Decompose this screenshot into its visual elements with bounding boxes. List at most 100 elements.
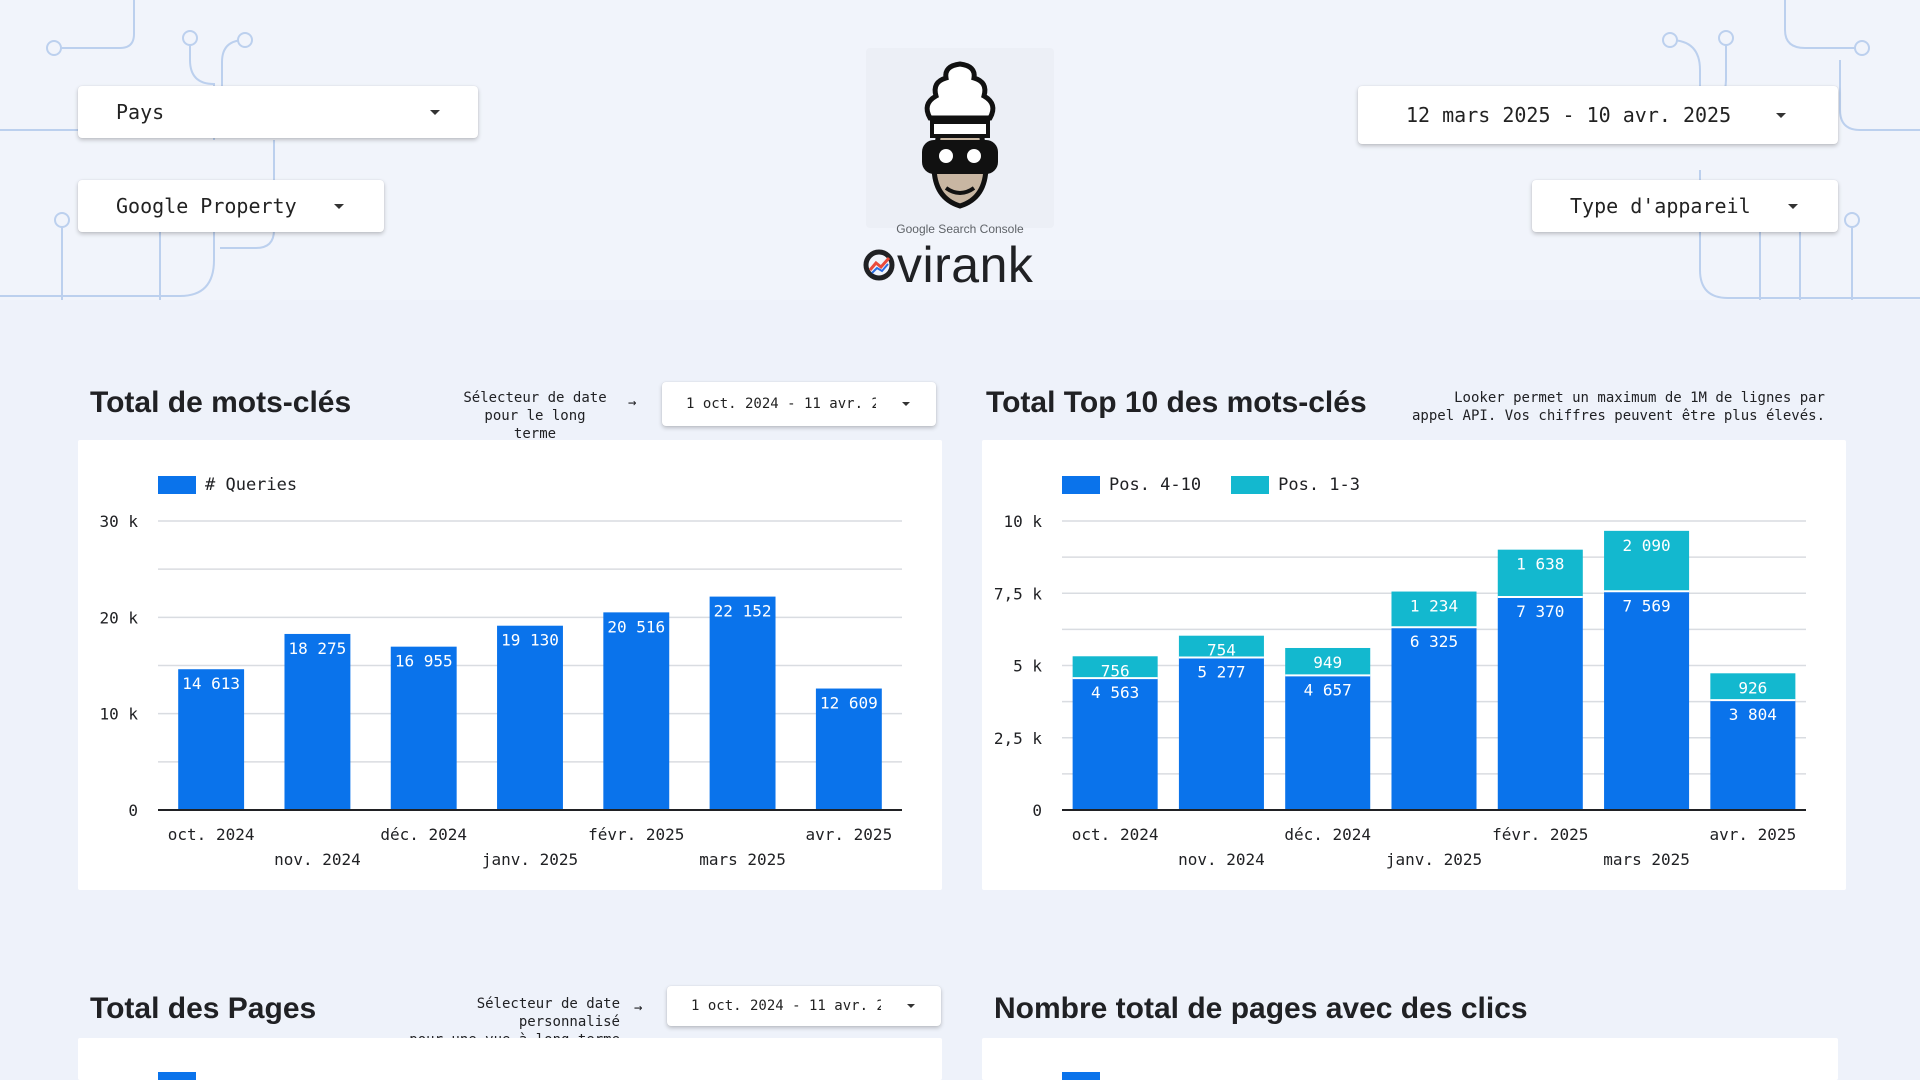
bar[interactable] bbox=[1604, 530, 1690, 592]
bar-value-label: 6 325 bbox=[1410, 632, 1458, 651]
legend-item-pos-1-3[interactable]: Pos. 1-3 bbox=[1231, 475, 1360, 495]
bar[interactable] bbox=[390, 646, 457, 810]
device-type-label: Type d'appareil bbox=[1570, 194, 1751, 218]
chevron-down-icon bbox=[334, 204, 344, 209]
pages-clicks-section-title: Nombre total de pages avec des clics bbox=[994, 992, 1528, 1025]
bar-value-label: 4 657 bbox=[1304, 680, 1352, 699]
x-tick-label: oct. 2024 bbox=[1072, 825, 1159, 844]
brand-logo: virank bbox=[862, 236, 1033, 294]
device-type-dropdown[interactable]: Type d'appareil bbox=[1532, 180, 1838, 232]
country-filter-dropdown[interactable]: Pays bbox=[78, 86, 478, 138]
bar-value-label: 926 bbox=[1738, 678, 1767, 697]
bar-value-label: 12 609 bbox=[820, 694, 878, 713]
bar[interactable] bbox=[709, 596, 776, 810]
top10-chart-legend: Pos. 4-10 Pos. 1-3 bbox=[1062, 475, 1390, 495]
chevron-down-icon bbox=[902, 402, 910, 406]
bar[interactable] bbox=[1391, 627, 1477, 810]
keywords-bar-chart: 0 10 k 20 k 30 k 14 613 oct. 2024 18 275 nov. 2… bbox=[99, 512, 902, 869]
date-range-label: 12 mars 2025 - 10 avr. 2025 bbox=[1406, 103, 1732, 127]
legend-swatch bbox=[1231, 476, 1270, 494]
legend-swatch bbox=[158, 476, 196, 494]
logo-mascot-frame bbox=[866, 48, 1054, 228]
x-tick-label: janv. 2025 bbox=[1386, 850, 1482, 869]
bar-value-label: 756 bbox=[1101, 661, 1130, 680]
x-tick-label: mars 2025 bbox=[1603, 850, 1690, 869]
legend-label: Pos. 1-3 bbox=[1278, 475, 1361, 495]
pages-chart-card bbox=[78, 1038, 942, 1080]
y-tick-label: 10 k bbox=[1003, 512, 1042, 531]
product-label: Google Search Console bbox=[896, 222, 1024, 236]
keywords-date-picker-label: 1 oct. 2024 - 11 avr. 2 bbox=[686, 396, 876, 412]
chevron-down-icon bbox=[907, 1004, 915, 1008]
x-tick-label: déc. 2024 bbox=[1284, 825, 1371, 844]
property-filter-label: Google Property bbox=[116, 194, 297, 218]
keywords-section-title: Total de mots-clés bbox=[90, 386, 352, 419]
legend-label: Pos. 4-10 bbox=[1109, 475, 1202, 495]
bar-value-label: 19 130 bbox=[501, 631, 559, 650]
top10-section-title: Total Top 10 des mots-clés bbox=[986, 386, 1367, 419]
country-filter-label: Pays bbox=[116, 100, 165, 124]
mascot-icon bbox=[922, 61, 998, 209]
y-tick-label: 30 k bbox=[99, 512, 138, 531]
x-tick-label: avr. 2025 bbox=[1710, 825, 1797, 844]
pages-section-title: Total des Pages bbox=[90, 992, 317, 1025]
property-filter-dropdown[interactable]: Google Property bbox=[78, 180, 384, 232]
arrow-right-icon: → bbox=[634, 1000, 643, 1016]
legend-label: # Queries bbox=[205, 475, 298, 495]
bar[interactable] bbox=[1178, 657, 1264, 810]
bar[interactable] bbox=[1710, 673, 1796, 701]
y-tick-label: 0 bbox=[1032, 801, 1042, 820]
bar[interactable] bbox=[815, 688, 882, 810]
bar[interactable] bbox=[603, 612, 670, 810]
x-tick-label: févr. 2025 bbox=[1492, 825, 1588, 844]
x-tick-label: mars 2025 bbox=[699, 850, 786, 869]
bar[interactable] bbox=[178, 669, 245, 810]
bar[interactable] bbox=[1391, 591, 1477, 628]
bar[interactable] bbox=[1072, 678, 1158, 810]
bar-value-label: 1 638 bbox=[1516, 555, 1564, 574]
bar[interactable] bbox=[1285, 675, 1371, 810]
bar[interactable] bbox=[1497, 597, 1583, 810]
bar[interactable] bbox=[1178, 635, 1264, 658]
legend-item-queries[interactable]: # Queries bbox=[158, 475, 297, 495]
bar[interactable] bbox=[497, 625, 563, 810]
pages-clicks-chart-card bbox=[982, 1038, 1838, 1080]
pages-date-picker-label: 1 oct. 2024 - 11 avr. 2 bbox=[691, 998, 881, 1014]
arrow-right-icon: → bbox=[628, 395, 637, 411]
bar[interactable] bbox=[1497, 549, 1583, 598]
legend-swatch bbox=[1062, 476, 1100, 494]
x-tick-label: déc. 2024 bbox=[380, 825, 467, 844]
bar-value-label: 1 234 bbox=[1410, 597, 1458, 616]
bar[interactable] bbox=[1285, 647, 1371, 676]
bar-value-label: 5 277 bbox=[1197, 662, 1245, 681]
chevron-down-icon bbox=[430, 110, 440, 115]
brand-name: virank bbox=[897, 237, 1034, 293]
x-tick-label: avr. 2025 bbox=[806, 825, 893, 844]
date-range-dropdown[interactable]: 12 mars 2025 - 10 avr. 2025 bbox=[1358, 86, 1838, 144]
y-tick-label: 7,5 k bbox=[994, 584, 1043, 603]
y-tick-label: 0 bbox=[128, 801, 138, 820]
chevron-down-icon bbox=[1788, 204, 1798, 209]
top10-stacked-bar-chart: 0 2,5 k 5 k 7,5 k 10 k 4 563 756 oct. 2024 5 277… bbox=[994, 512, 1806, 869]
bar[interactable] bbox=[284, 633, 351, 810]
bar-value-label: 20 516 bbox=[607, 617, 665, 636]
legend-item-pos-4-10[interactable]: Pos. 4-10 bbox=[1062, 475, 1201, 495]
bar-value-label: 754 bbox=[1207, 641, 1236, 660]
keywords-date-picker[interactable]: 1 oct. 2024 - 11 avr. 2 bbox=[662, 382, 936, 426]
bar-value-label: 949 bbox=[1313, 653, 1342, 672]
keywords-chart-legend: # Queries bbox=[158, 475, 327, 495]
bar[interactable] bbox=[1604, 591, 1690, 810]
bar[interactable] bbox=[1710, 700, 1796, 810]
bar-value-label: 14 613 bbox=[182, 674, 240, 693]
bar[interactable] bbox=[1072, 656, 1158, 679]
legend-swatch bbox=[158, 1072, 196, 1080]
bar-value-label: 16 955 bbox=[395, 652, 453, 671]
keywords-date-note: Sélecteur de date pour le long terme bbox=[463, 390, 607, 442]
x-tick-label: nov. 2024 bbox=[274, 850, 361, 869]
y-tick-label: 10 k bbox=[99, 705, 138, 724]
pages-date-picker[interactable]: 1 oct. 2024 - 11 avr. 2 bbox=[667, 986, 941, 1026]
x-tick-label: nov. 2024 bbox=[1178, 850, 1265, 869]
bar-value-label: 7 370 bbox=[1516, 602, 1564, 621]
top10-api-note: Looker permet un maximum de 1M de lignes… bbox=[1411, 390, 1825, 424]
circuit-decoration bbox=[0, 0, 1920, 300]
